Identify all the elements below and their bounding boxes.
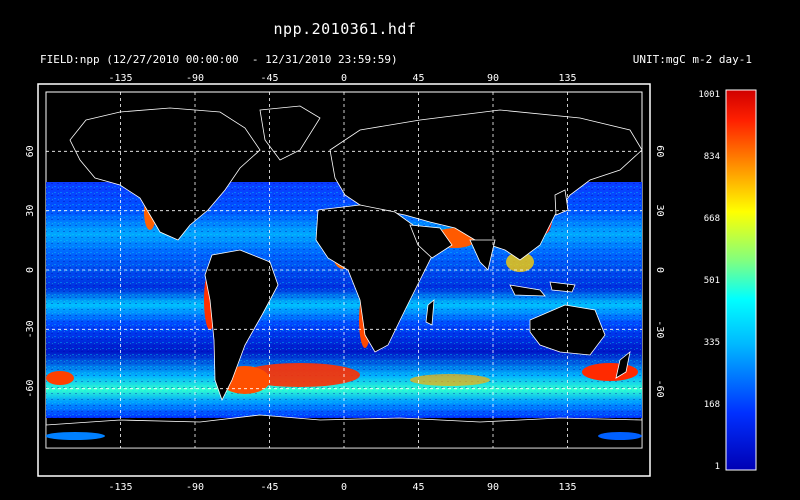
outer-frame	[37, 83, 651, 477]
lat-tick-label: -60	[654, 380, 665, 398]
lat-tick-label: -30	[654, 320, 665, 338]
lon-tick-label: 45	[412, 73, 424, 84]
antarctic-shelf-npp	[598, 432, 642, 440]
colorbar-label: 501	[704, 276, 720, 286]
antarctic-shelf-npp	[46, 432, 105, 440]
colorbar	[725, 89, 757, 471]
colorbar-label: 834	[704, 152, 720, 162]
lon-ticks-top: -135 -90 -45 0 45 90 135	[108, 73, 576, 84]
lon-tick-label: -45	[260, 73, 278, 84]
lat-tick-label: 60	[654, 145, 665, 157]
map-title: npp.2010361.hdf	[273, 20, 417, 38]
lon-tick-label: 90	[487, 73, 499, 84]
lat-ticks-left: 60 30 0 -30 -60	[25, 145, 36, 397]
colorbar-label: 335	[704, 338, 720, 348]
lon-tick-label: 0	[341, 482, 347, 493]
lat-tick-label: -30	[25, 320, 36, 338]
lon-tick-label: -45	[260, 482, 278, 493]
colorbar-labels: 1001 834 668 501 335 168 1	[698, 90, 720, 472]
grid-lines	[46, 92, 642, 448]
lon-tick-label: -135	[108, 482, 132, 493]
field-label: FIELD:npp (12/27/2010 00:00:00 - 12/31/2…	[40, 53, 398, 66]
colorbar-label: 668	[704, 214, 720, 224]
lat-tick-label: 0	[25, 267, 36, 273]
lat-tick-label: 30	[25, 205, 36, 217]
lat-ticks-right: 60 30 0 -30 -60	[654, 145, 665, 397]
lat-tick-label: 30	[654, 205, 665, 217]
colorbar-label: 1	[715, 462, 720, 472]
lon-tick-label: 90	[487, 482, 499, 493]
lon-tick-label: -90	[186, 73, 204, 84]
lat-tick-label: 60	[25, 145, 36, 157]
colorbar-label: 168	[704, 400, 720, 410]
lon-tick-label: -135	[108, 73, 132, 84]
lat-tick-label: -60	[25, 380, 36, 398]
lat-tick-label: 0	[654, 267, 665, 273]
lon-tick-label: 135	[558, 73, 576, 84]
lon-tick-label: 135	[558, 482, 576, 493]
lon-ticks-bottom: -135 -90 -45 0 45 90 135	[108, 482, 576, 493]
lon-tick-label: 0	[341, 73, 347, 84]
lon-tick-label: 45	[412, 482, 424, 493]
map-content	[46, 92, 642, 448]
colorbar-label: 1001	[698, 90, 720, 100]
unit-label: UNIT:mgC m-2 day-1	[632, 53, 752, 66]
lon-tick-label: -90	[186, 482, 204, 493]
